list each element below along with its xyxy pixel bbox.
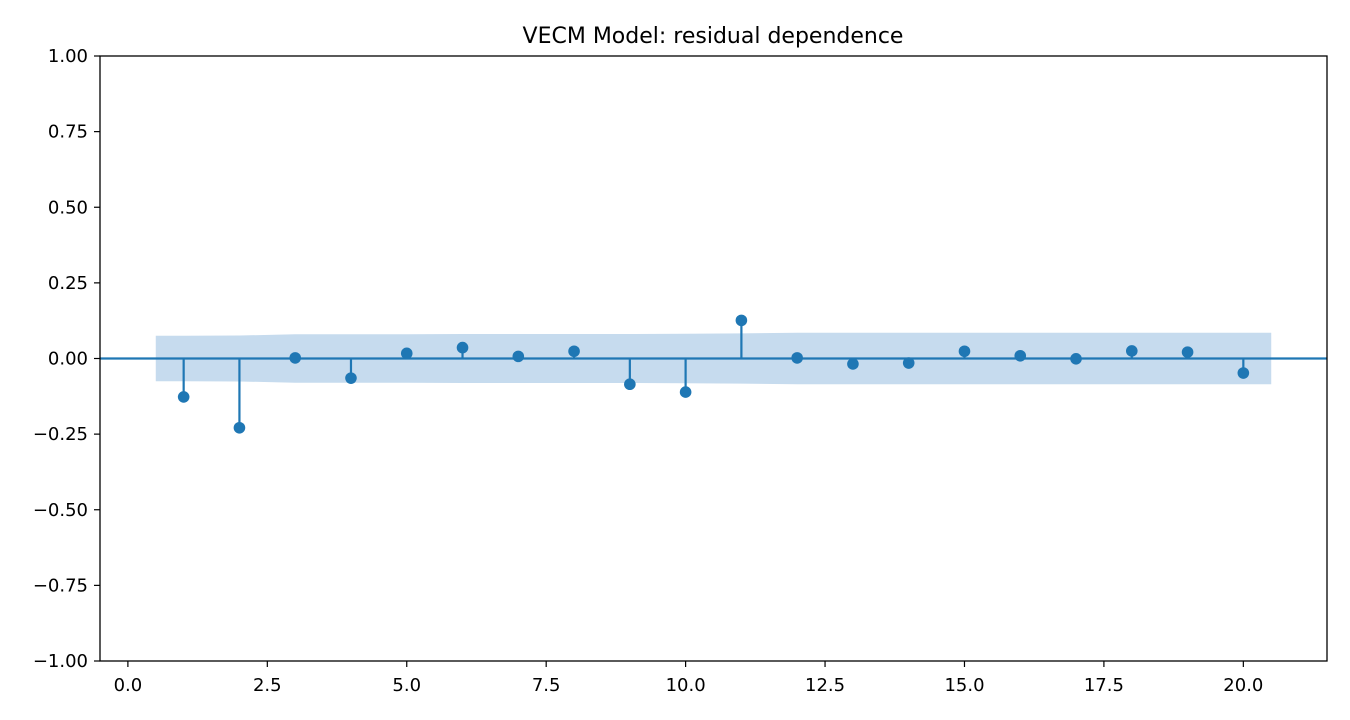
x-tick-label: 20.0 (1223, 675, 1263, 696)
stem-marker-lag-13 (847, 358, 859, 370)
stem-marker-lag-8 (568, 345, 580, 358)
stem-marker-lag-14 (902, 357, 915, 369)
x-tick-label: 2.5 (253, 675, 282, 696)
y-tick-label: −0.75 (33, 575, 88, 596)
y-tick-label: 0.00 (48, 349, 88, 370)
y-tick-label: −0.50 (33, 500, 88, 521)
x-tick-label: 7.5 (532, 675, 561, 696)
axis-layer: 0.0 2.5 5.0 7.5 10.0 12.5 15.0 17.5 20.0 1.00 0.75… (33, 46, 1264, 696)
y-tick-label: 1.00 (48, 46, 88, 67)
stem-marker-lag-2 (233, 421, 246, 434)
stem-layer (177, 314, 1250, 434)
stem-marker-lag-9 (624, 378, 636, 391)
x-tick-label: 10.0 (666, 675, 706, 696)
stem-marker-lag-5 (400, 347, 413, 360)
stem-marker-lag-19 (1181, 346, 1194, 358)
stem-marker-lag-18 (1125, 345, 1138, 357)
stem-marker-lag-17 (1070, 353, 1082, 365)
y-tick-label: 0.50 (48, 197, 88, 218)
x-tick-label: 12.5 (805, 675, 845, 696)
stem-marker-lag-15 (958, 345, 971, 358)
stem-marker-lag-3 (289, 352, 302, 364)
stem-marker-lag-12 (791, 352, 803, 364)
chart-title: VECM Model: residual dependence (523, 24, 904, 49)
y-tick-label: 0.25 (48, 273, 88, 294)
stem-marker-lag-10 (679, 386, 692, 398)
x-tick-label: 0.0 (114, 675, 143, 696)
x-tick-label: 17.5 (1084, 675, 1124, 696)
stem-marker-lag-6 (456, 341, 469, 354)
x-tick-label: 5.0 (392, 675, 421, 696)
y-tick-label: −1.00 (33, 651, 88, 672)
x-tick-label: 15.0 (944, 675, 984, 696)
y-tick-label: −0.25 (33, 424, 88, 445)
stem-marker-lag-11 (735, 314, 748, 327)
plot-frame (99, 55, 1328, 662)
y-tick-label: 0.75 (48, 122, 88, 143)
stem-marker-lag-20 (1237, 367, 1250, 379)
stem-marker-lag-16 (1014, 349, 1027, 362)
stem-marker-lag-7 (512, 350, 525, 363)
stem-marker-lag-1 (177, 391, 190, 403)
stem-marker-lag-4 (345, 372, 357, 384)
